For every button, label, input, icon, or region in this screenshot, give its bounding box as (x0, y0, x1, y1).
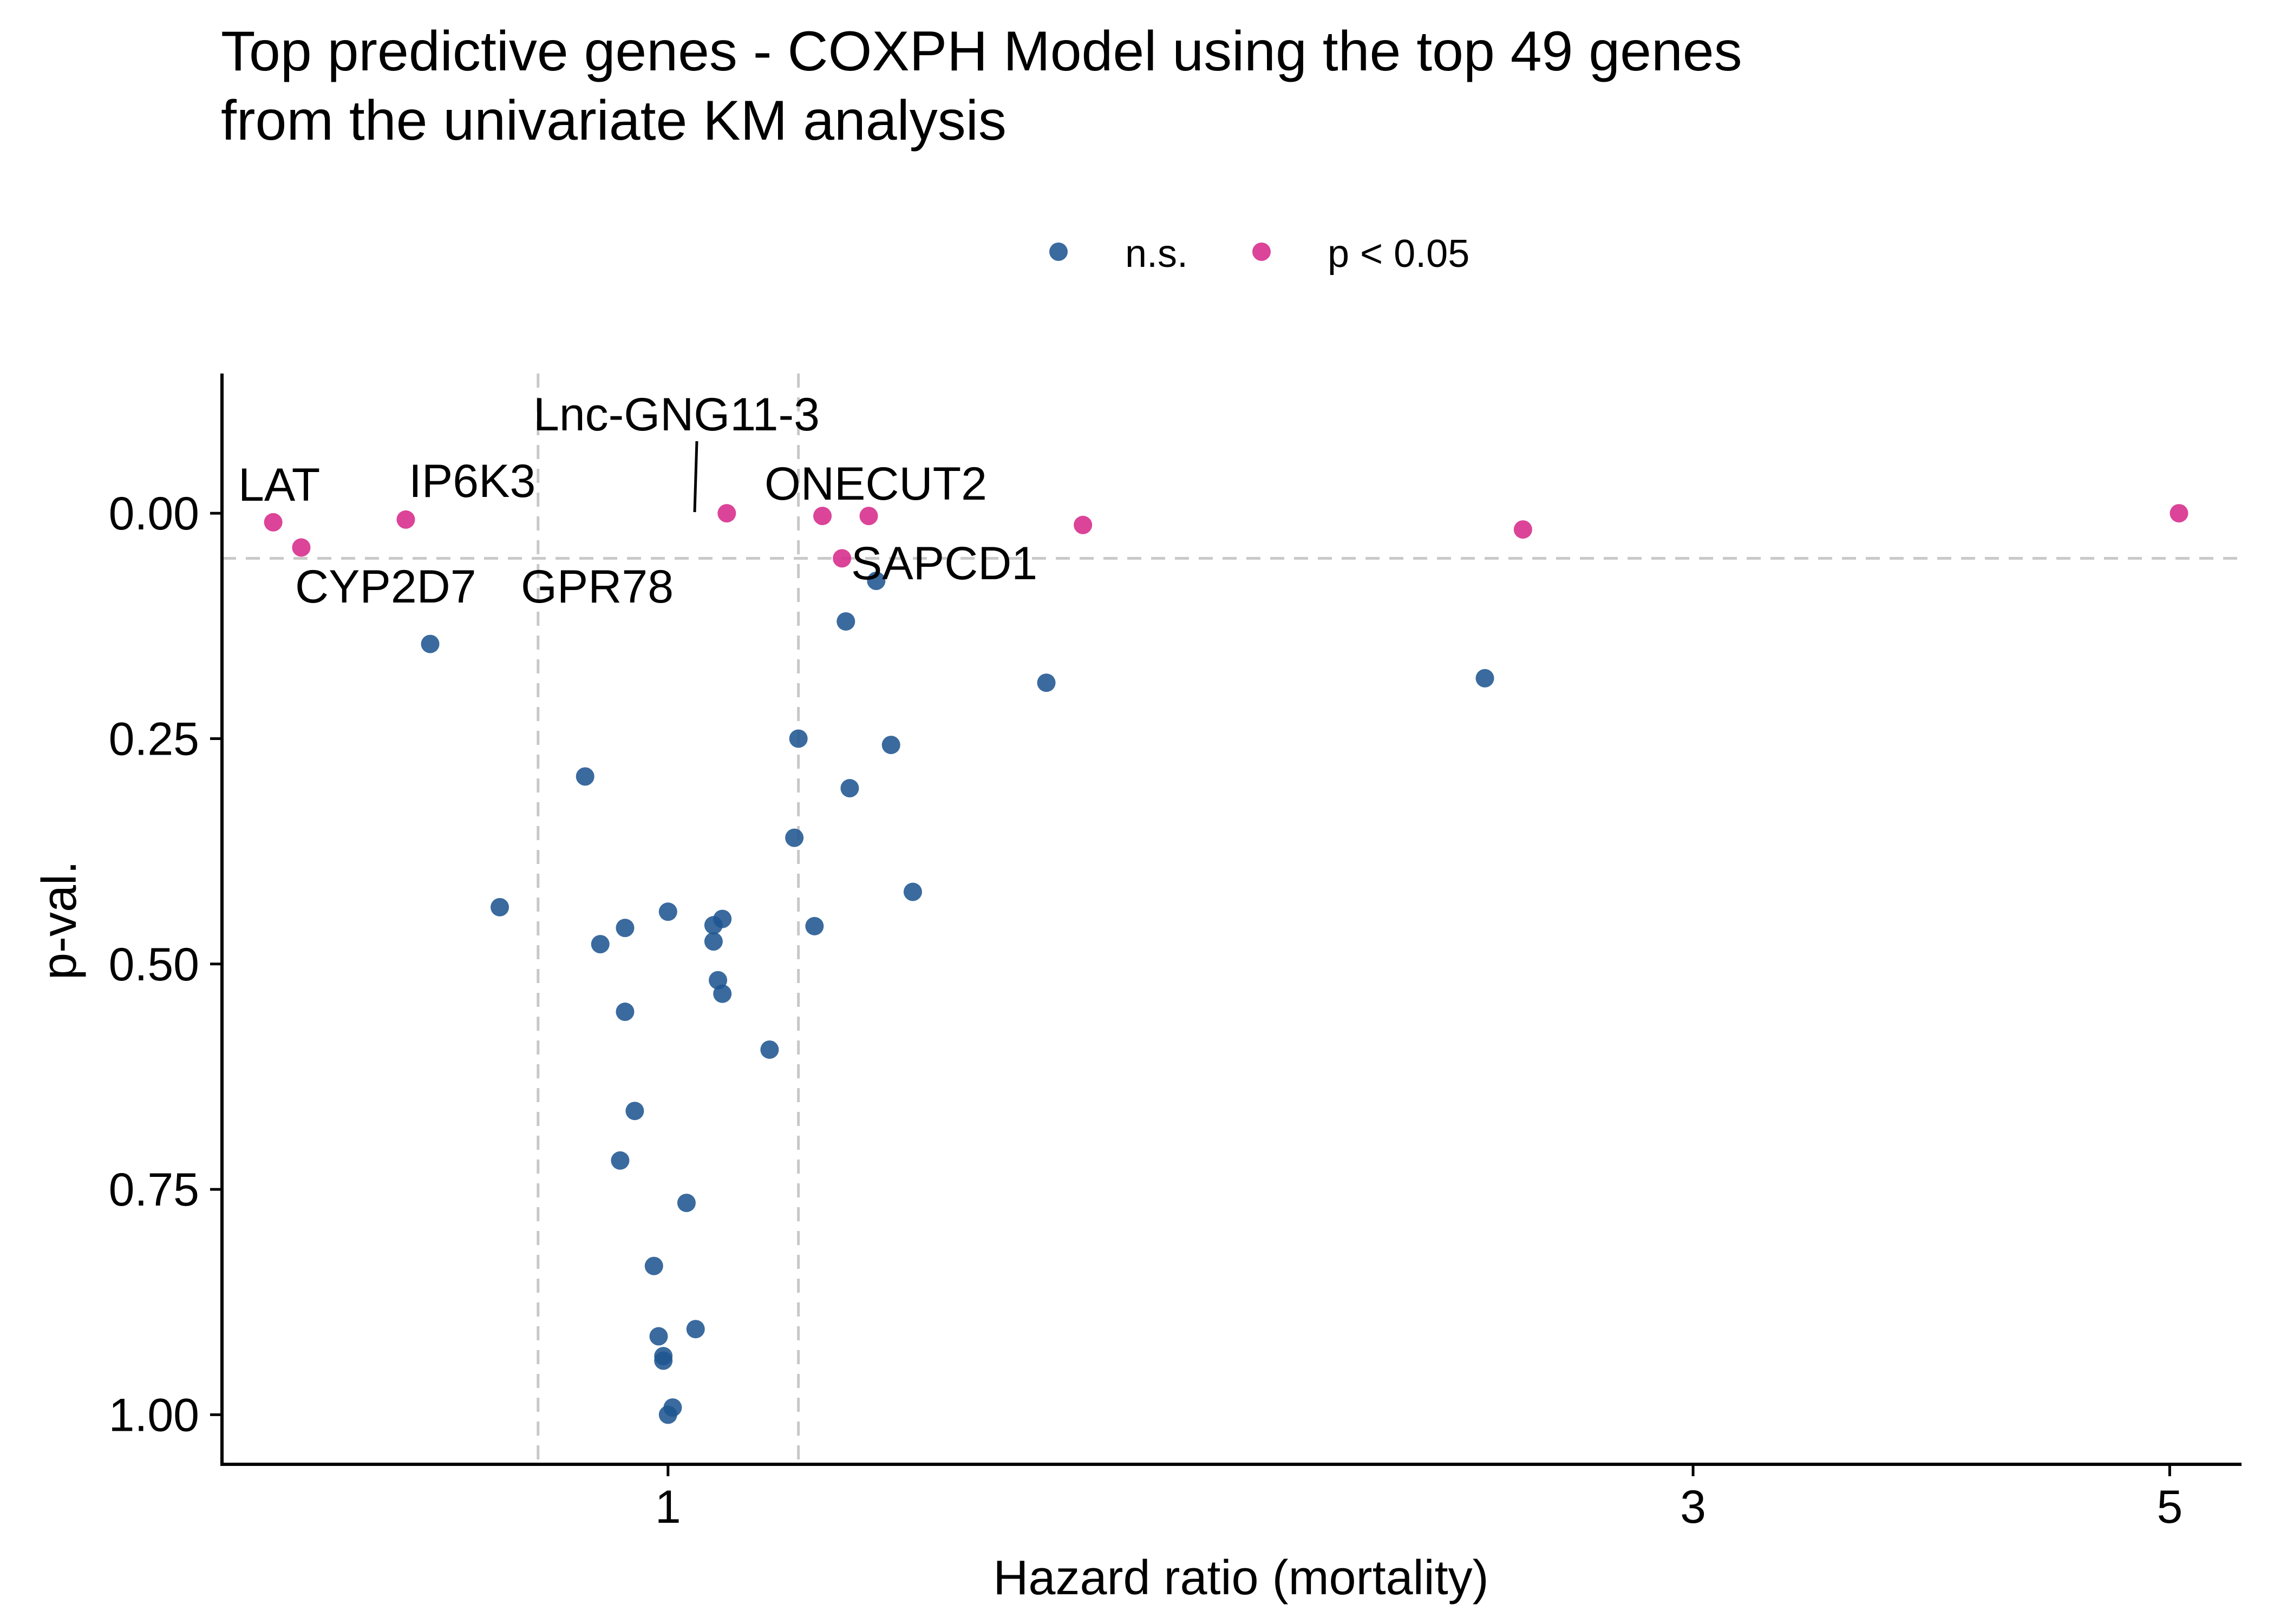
y-axis-title: p-val. (32, 861, 87, 980)
point-not-significant (644, 1256, 663, 1275)
point-significant (2170, 504, 2188, 523)
x-tick-label: 5 (2157, 1481, 2182, 1533)
point-not-significant (704, 916, 723, 935)
gene-label-ip6k3: IP6K3 (409, 455, 535, 507)
y-tick-label: 0.00 (109, 488, 199, 540)
y-tick-label: 0.50 (109, 939, 199, 991)
point-not-significant (704, 932, 723, 951)
point-not-significant (616, 919, 635, 938)
y-tick-label: 1.00 (109, 1389, 199, 1441)
point-not-significant (677, 1194, 696, 1213)
x-tick-label: 3 (1680, 1481, 1706, 1533)
gene-labels: LAT IP6K3 Lnc-GNG11-3 ONECUT2 CYP2D7 GPR… (238, 389, 1037, 613)
point-not-significant (1037, 673, 1056, 692)
x-tick-label: 1 (655, 1481, 681, 1533)
point-not-significant (881, 736, 900, 755)
x-axis-title: Hazard ratio (mortality) (993, 1551, 1488, 1605)
point-significant (1074, 515, 1093, 534)
legend-label-sig: p < 0.05 (1328, 232, 1469, 276)
point-not-significant (1475, 669, 1494, 687)
reference-lines (222, 374, 2242, 1464)
legend-marker-sig (1252, 243, 1271, 261)
point-not-significant (760, 1040, 779, 1059)
legend-label-ns: n.s. (1125, 232, 1188, 276)
point-not-significant (840, 779, 859, 798)
point-not-significant (591, 935, 610, 954)
point-not-significant (789, 729, 808, 748)
point-not-significant (625, 1102, 644, 1121)
point-significant (1513, 520, 1532, 539)
point-not-significant (658, 902, 677, 921)
data-points (264, 504, 2188, 1424)
chart-title-line-2: from the univariate KM analysis (221, 89, 1007, 152)
point-significant (717, 504, 736, 523)
point-significant (833, 549, 852, 568)
point-significant (813, 507, 832, 526)
y-tick-label: 0.75 (109, 1164, 199, 1216)
point-not-significant (867, 572, 886, 591)
point-significant (859, 507, 878, 526)
point-not-significant (805, 916, 824, 935)
gene-label-gpr78: GPR78 (521, 561, 674, 613)
point-not-significant (713, 984, 732, 1003)
point-not-significant (686, 1320, 705, 1339)
legend-marker-ns (1049, 243, 1068, 261)
point-not-significant (491, 898, 509, 916)
gene-label-lnc-gng11-3: Lnc-GNG11-3 (533, 389, 820, 441)
y-axis-ticks: 0.00 0.25 0.50 0.75 1.00 (109, 488, 222, 1441)
legend: n.s. p < 0.05 (1049, 232, 1469, 276)
point-significant (292, 538, 311, 557)
gene-label-lat: LAT (238, 459, 320, 511)
point-not-significant (654, 1351, 673, 1370)
point-not-significant (616, 1003, 635, 1021)
point-not-significant (576, 767, 594, 786)
point-not-significant (611, 1151, 630, 1170)
point-not-significant (903, 882, 922, 901)
point-not-significant (785, 828, 804, 847)
point-significant (396, 510, 415, 529)
gene-label-sapcd1: SAPCD1 (851, 538, 1037, 590)
point-not-significant (421, 634, 440, 653)
gene-label-cyp2d7: CYP2D7 (295, 561, 476, 613)
point-not-significant (658, 1405, 677, 1424)
gene-label-lnc-gng11-3-leader (693, 441, 698, 513)
y-tick-label: 0.25 (109, 713, 199, 765)
chart-title-line-1: Top predictive genes - COXPH Model using… (221, 20, 1742, 83)
point-not-significant (649, 1327, 668, 1346)
point-significant (264, 513, 283, 532)
x-axis-ticks: 1 3 5 (655, 1464, 2182, 1533)
point-not-significant (837, 612, 855, 631)
gene-label-onecut2: ONECUT2 (764, 458, 987, 510)
